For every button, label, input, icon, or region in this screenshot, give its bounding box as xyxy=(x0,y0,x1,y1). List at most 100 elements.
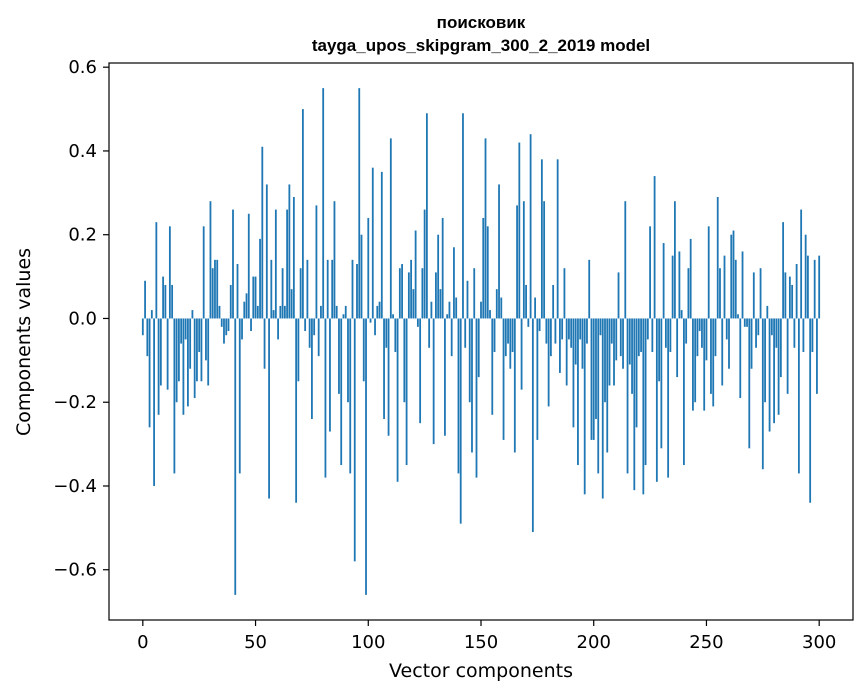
bar xyxy=(579,318,582,340)
bar xyxy=(694,318,697,403)
x-tick-label: 100 xyxy=(351,632,385,653)
bar xyxy=(511,318,514,352)
bar xyxy=(243,301,246,319)
bar xyxy=(297,318,300,382)
bar xyxy=(306,259,309,319)
bar xyxy=(335,305,338,319)
bar xyxy=(459,318,462,524)
bar xyxy=(531,318,534,533)
chart-title: поисковик xyxy=(437,13,526,32)
bar xyxy=(604,318,606,403)
bar xyxy=(304,318,307,332)
bar xyxy=(410,259,413,319)
bar xyxy=(162,276,165,319)
bar xyxy=(450,318,453,357)
x-tick-label: 0 xyxy=(137,632,148,653)
bar xyxy=(759,268,762,319)
bar xyxy=(599,318,602,336)
bar xyxy=(495,289,498,319)
bar xyxy=(613,318,615,386)
bar xyxy=(633,318,636,491)
y-tick-label: −0.6 xyxy=(53,560,97,581)
bar xyxy=(655,318,658,482)
bar xyxy=(739,318,742,399)
bar xyxy=(522,201,525,319)
bar xyxy=(538,318,541,332)
bar xyxy=(779,318,782,378)
bar xyxy=(439,289,442,319)
bar xyxy=(196,318,198,382)
bar xyxy=(383,318,385,419)
bar xyxy=(770,318,773,336)
bar xyxy=(685,318,688,344)
bar xyxy=(741,251,744,319)
bar xyxy=(175,318,178,403)
bar xyxy=(232,209,234,319)
bar xyxy=(403,318,406,403)
bar xyxy=(498,184,500,319)
bar xyxy=(482,217,485,319)
bar xyxy=(637,318,640,357)
bar xyxy=(502,318,505,440)
bar xyxy=(480,301,482,319)
bar xyxy=(193,318,196,399)
bar xyxy=(529,134,532,319)
bar xyxy=(184,318,187,340)
bar xyxy=(716,197,719,319)
bar xyxy=(387,318,390,436)
bar xyxy=(344,305,347,319)
bar xyxy=(311,318,313,419)
bar xyxy=(428,318,431,348)
bar xyxy=(773,318,775,424)
y-tick-label: 0.4 xyxy=(68,141,97,162)
bar xyxy=(662,243,665,319)
bar xyxy=(734,259,737,319)
bar xyxy=(338,318,340,394)
bar xyxy=(141,318,144,336)
bar xyxy=(252,276,255,319)
bar xyxy=(631,318,633,394)
bar xyxy=(687,268,690,319)
bar xyxy=(353,318,356,562)
bar xyxy=(520,318,523,390)
bar xyxy=(714,318,717,357)
bar xyxy=(157,318,160,415)
y-axis-ticks: −0.6 −0.4 −0.2 0.0 0.2 0.4 0.6 xyxy=(53,57,109,581)
bar xyxy=(723,255,726,319)
bar xyxy=(365,318,367,595)
bar xyxy=(559,318,561,373)
bar xyxy=(466,280,469,319)
bar xyxy=(148,318,151,428)
bar xyxy=(516,205,518,319)
bar xyxy=(673,201,676,319)
bar xyxy=(500,297,503,319)
bar xyxy=(317,318,320,357)
bar xyxy=(746,318,748,327)
bar xyxy=(743,318,746,327)
bar xyxy=(486,226,489,319)
bar xyxy=(507,318,509,344)
bar xyxy=(448,301,451,319)
bar xyxy=(635,318,638,428)
bar xyxy=(552,284,555,319)
bar xyxy=(653,176,656,319)
x-tick-label: 200 xyxy=(577,632,611,653)
bar xyxy=(200,318,203,382)
bar xyxy=(543,201,546,319)
bar xyxy=(764,318,766,403)
bar xyxy=(367,217,370,319)
bar xyxy=(209,201,212,319)
bar xyxy=(245,293,248,319)
bar xyxy=(223,318,225,344)
bar xyxy=(732,230,735,319)
y-tick-label: 0.2 xyxy=(68,225,97,246)
bar xyxy=(809,318,812,503)
bar xyxy=(320,305,322,319)
bar xyxy=(435,272,437,319)
bar xyxy=(617,272,620,319)
bar xyxy=(360,234,363,319)
bar xyxy=(331,259,334,319)
bar xyxy=(651,318,654,352)
bar xyxy=(385,318,388,348)
bar xyxy=(394,318,397,352)
